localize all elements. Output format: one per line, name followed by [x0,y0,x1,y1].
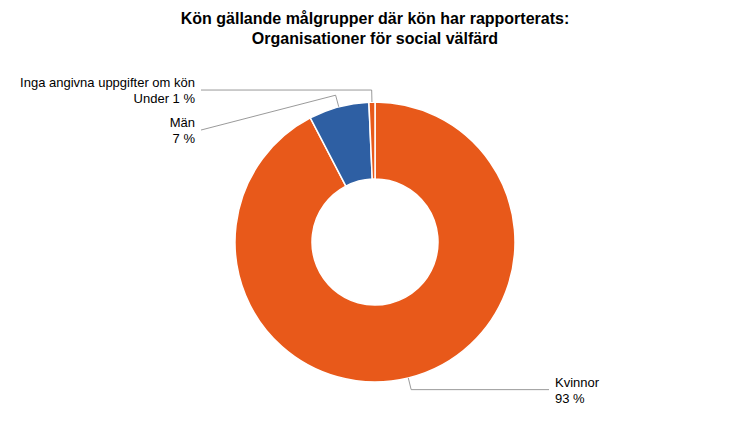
title: Kön gällande målgrupper där kön har rapp… [181,10,570,27]
leader-line [201,90,372,102]
value-label: 7 % [173,131,196,146]
slice [235,102,515,382]
slice-label: Kvinnor [555,375,600,390]
value-label: 93 % [555,391,585,406]
leader-line [201,95,339,130]
subtitle: Organisationer för social välfärd [252,30,498,47]
slice [310,102,372,186]
value-label: Under 1 % [134,91,196,106]
leader-line [408,378,549,390]
slice-label: Män [170,115,195,130]
chart: Kön gällande målgrupper där kön har rapp… [0,0,750,436]
labels: Kvinnor93 % Män7 % Inga angivna uppgifter … [20,75,600,406]
slice [369,102,375,179]
slice-label: Inga angivna uppgifter om kön [20,75,195,90]
donut [235,102,515,382]
